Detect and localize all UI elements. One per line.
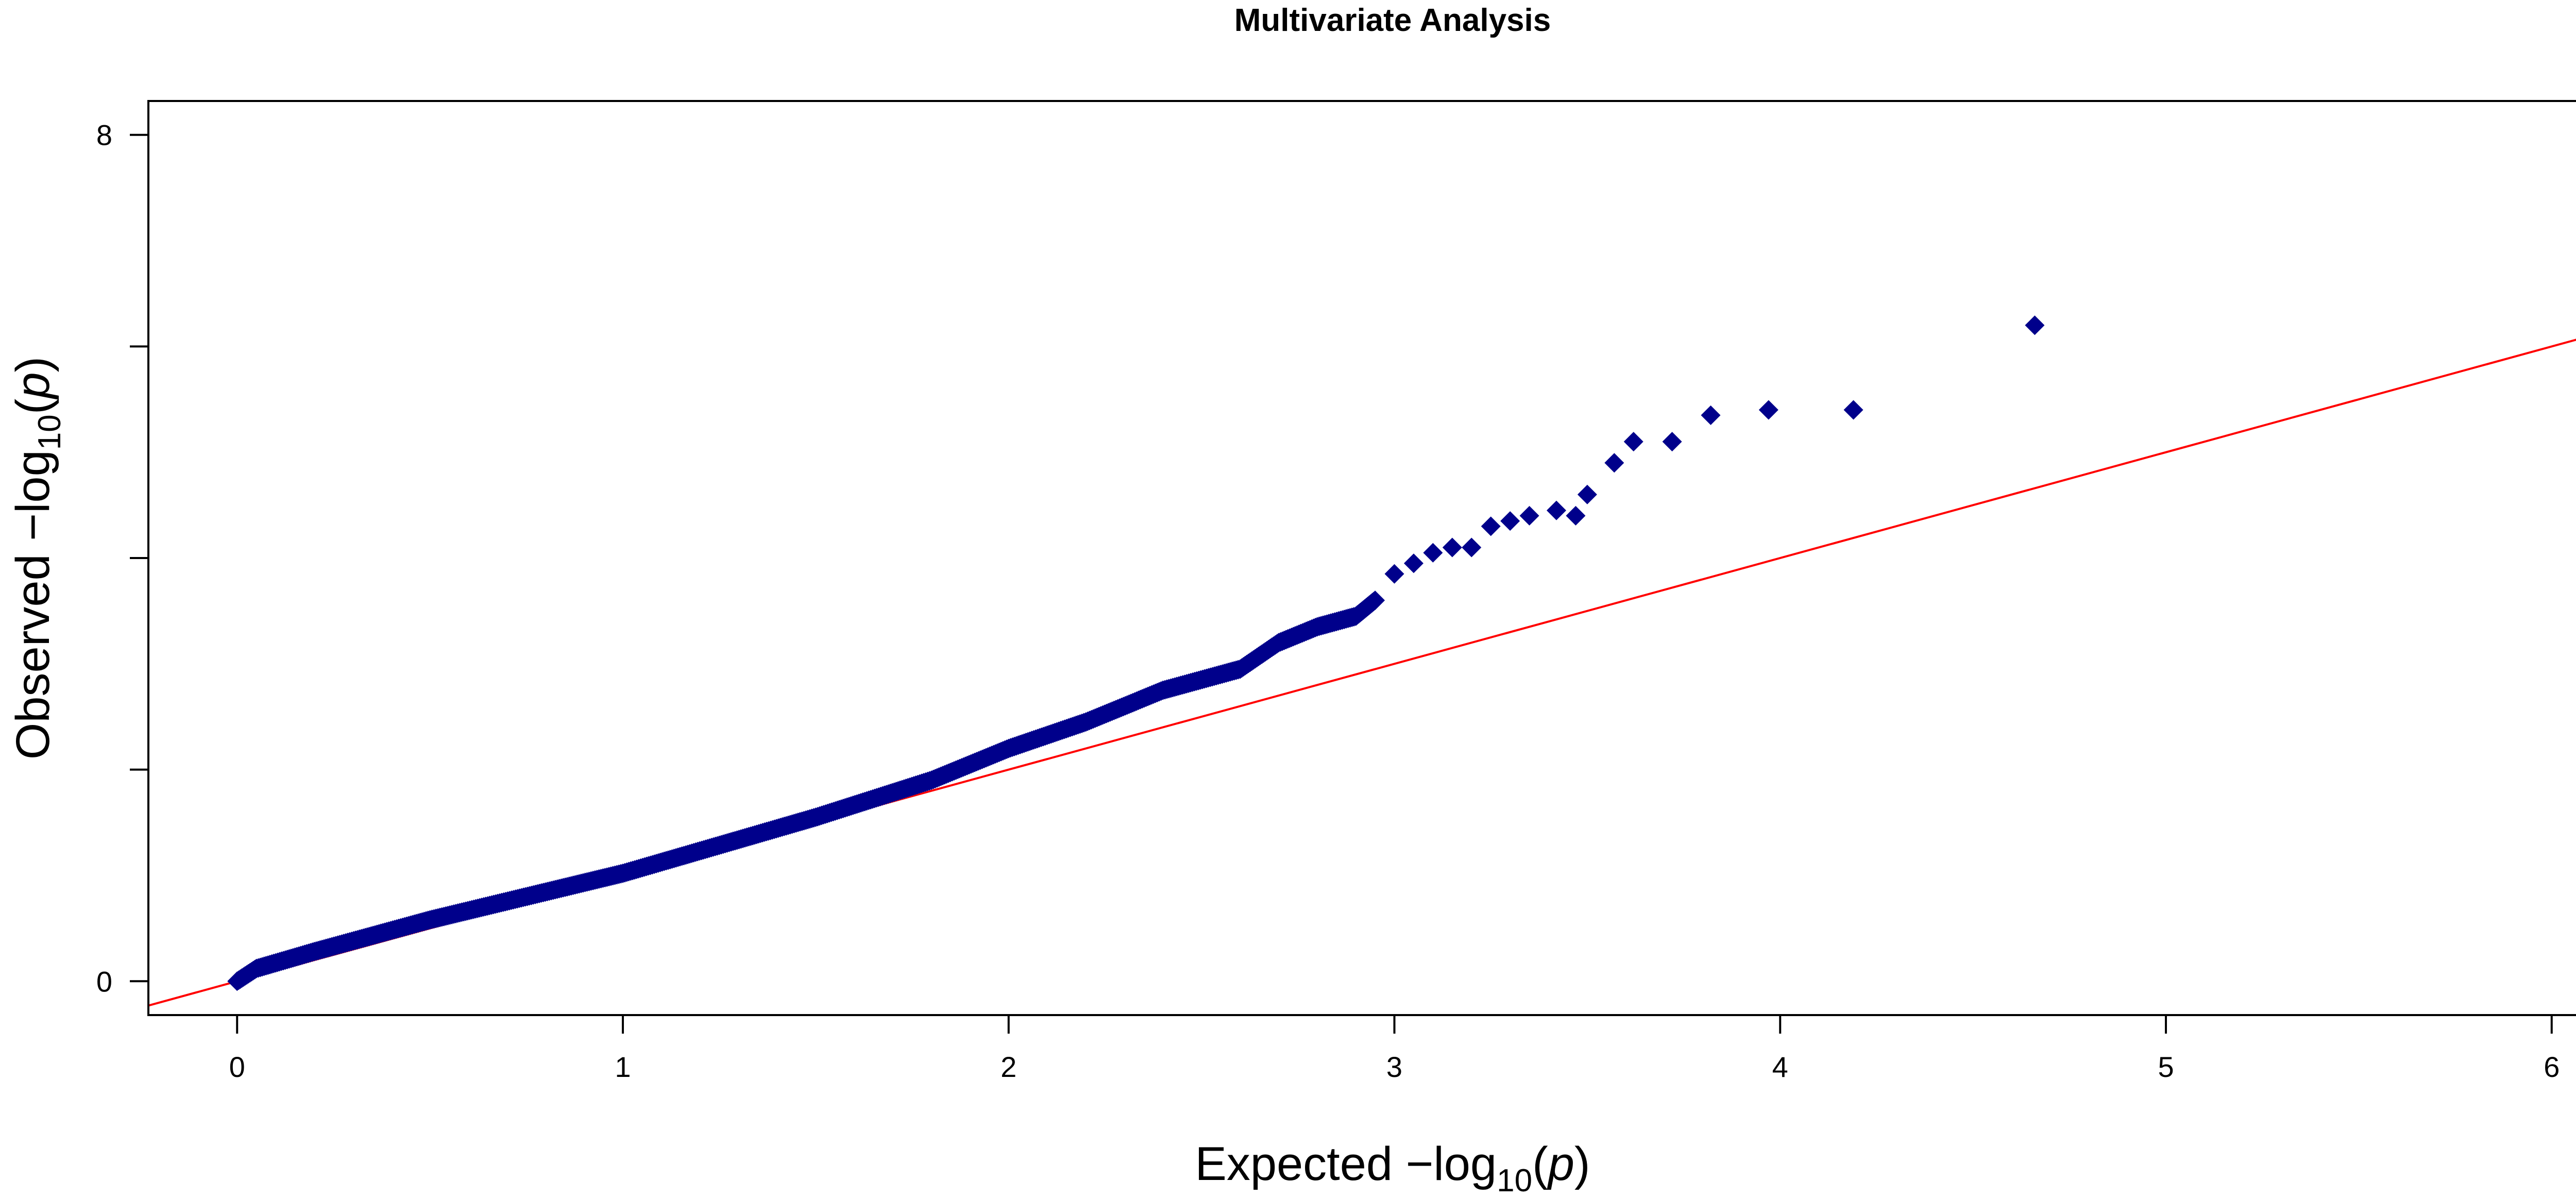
y-axis-title-open-paren: (: [7, 398, 59, 414]
data-point: [1403, 553, 1423, 573]
x-axis-title-variable: p: [1547, 1138, 1574, 1190]
x-tick-label: 2: [1001, 1051, 1016, 1083]
y-axis-title-variable: p: [7, 372, 59, 400]
data-point: [1462, 537, 1482, 558]
x-axis-title-close-paren: ): [1574, 1138, 1590, 1190]
x-axis-title-text: Expected −log: [1195, 1138, 1497, 1190]
y-axis-title-text: Observed −log: [7, 450, 59, 760]
data-point: [1662, 432, 1682, 452]
data-point: [1701, 405, 1721, 425]
x-axis-title-subscript: 10: [1497, 1163, 1532, 1198]
data-point: [1519, 505, 1539, 526]
plot-frame: [147, 100, 2576, 1016]
x-tick-label: 5: [2158, 1051, 2174, 1083]
x-axis-title-open-paren: (: [1532, 1138, 1548, 1190]
x-tick-label: 1: [615, 1051, 631, 1083]
y-tick-label: 0: [96, 965, 112, 998]
data-point: [1843, 400, 1863, 420]
y-axis: 08: [96, 119, 149, 998]
data-point: [2025, 315, 2045, 335]
x-tick-label: 6: [2544, 1051, 2560, 1083]
data-point: [1365, 590, 1385, 611]
x-axis-title: Expected −log10(p): [1195, 1138, 1590, 1198]
x-tick-label: 0: [229, 1051, 245, 1083]
data-point: [1500, 511, 1520, 531]
data-point: [1758, 400, 1778, 420]
y-tick-label: 8: [96, 119, 112, 151]
chart-title: Multivariate Analysis: [1234, 3, 1551, 38]
data-point: [1384, 564, 1404, 584]
y-axis-title-close-paren: ): [7, 357, 59, 373]
data-point: [1442, 537, 1462, 558]
y-axis-title: Observed −log10(p): [7, 357, 67, 760]
data-point: [1481, 516, 1501, 536]
data-point: [1423, 543, 1443, 563]
x-tick-label: 3: [1386, 1051, 1402, 1083]
data-point: [1623, 432, 1643, 452]
data-point: [1577, 484, 1597, 504]
data-point: [1546, 500, 1566, 520]
x-axis: 0 1 2 3 4 5 6: [229, 1014, 2560, 1083]
data-point: [1566, 505, 1586, 526]
x-tick-label: 4: [1772, 1051, 1788, 1083]
y-axis-title-subscript: 10: [32, 414, 67, 450]
data-points: [227, 315, 2045, 991]
data-point: [1604, 453, 1624, 473]
